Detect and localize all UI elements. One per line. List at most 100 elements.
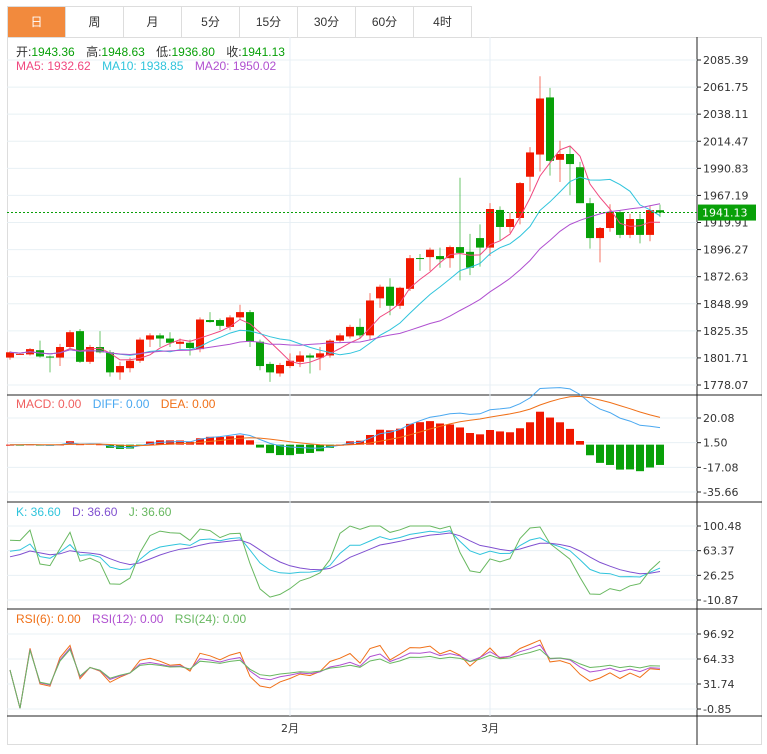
diff-line bbox=[9, 387, 661, 449]
price-tick-label: 2014.47 bbox=[703, 135, 749, 148]
kdj-tick-label: 26.25 bbox=[703, 569, 735, 582]
macd-bar bbox=[546, 417, 554, 445]
candle-up bbox=[506, 219, 514, 227]
macd-bar bbox=[596, 444, 604, 463]
candle-down bbox=[266, 363, 274, 373]
ohlc-legend: 开:1943.36 高:1948.63 低:1936.80 收:1941.13 bbox=[16, 43, 293, 60]
ma20-line bbox=[9, 203, 661, 356]
candle-down bbox=[546, 97, 554, 161]
candle-down bbox=[166, 338, 174, 343]
macd-bar bbox=[226, 436, 234, 445]
candle-up bbox=[146, 335, 154, 340]
candle-up bbox=[446, 247, 454, 259]
macd-tick-label: 20.08 bbox=[703, 412, 735, 425]
candle-up bbox=[486, 208, 494, 248]
candle-up bbox=[176, 341, 184, 344]
candle-down bbox=[156, 335, 164, 339]
candle-down bbox=[186, 342, 194, 349]
d-line bbox=[9, 532, 661, 575]
tab-3[interactable]: 5分 bbox=[182, 7, 240, 37]
macd-bar bbox=[516, 428, 524, 445]
macd-bar bbox=[526, 422, 534, 445]
tab-7[interactable]: 4时 bbox=[414, 7, 472, 37]
candle-up bbox=[326, 340, 334, 356]
candle-up bbox=[426, 249, 434, 258]
high-label: 高: bbox=[86, 45, 102, 59]
candle-down bbox=[96, 347, 104, 353]
macd-bar bbox=[256, 444, 264, 448]
candle-up bbox=[16, 353, 24, 355]
macd-tick-label: -17.08 bbox=[703, 461, 738, 474]
diff-value: DIFF: 0.00 bbox=[92, 397, 150, 411]
candle-down bbox=[106, 352, 114, 373]
close-value: 1941.13 bbox=[241, 45, 285, 59]
macd-tick-label: 1.50 bbox=[703, 437, 728, 450]
price-tick-label: 1778.07 bbox=[703, 379, 749, 392]
macd-bar bbox=[376, 429, 384, 445]
period-tabs: 日周月 5分 15分 30分 60分 4时 bbox=[7, 6, 472, 38]
ma20-value: MA20: 1950.02 bbox=[194, 59, 277, 73]
macd-bar bbox=[576, 441, 584, 445]
candle-up bbox=[6, 352, 14, 358]
candle-up bbox=[316, 353, 324, 358]
ma10-value: MA10: 1938.85 bbox=[102, 59, 184, 73]
macd-bar bbox=[476, 434, 484, 445]
rsi12-value: RSI(12): 0.00 bbox=[92, 612, 164, 626]
macd-bar bbox=[636, 444, 644, 472]
candle-down bbox=[656, 210, 664, 213]
macd-bar bbox=[236, 435, 244, 445]
candle-up bbox=[226, 317, 234, 327]
ma5-value: MA5: 1932.62 bbox=[16, 59, 91, 73]
macd-bar bbox=[276, 444, 284, 456]
price-tick-label: 1872.63 bbox=[703, 271, 749, 284]
rsi24-value: RSI(24): 0.00 bbox=[174, 612, 247, 626]
macd-bar bbox=[366, 434, 374, 445]
macd-bar bbox=[96, 444, 104, 446]
x-axis-label: 3月 bbox=[481, 722, 499, 735]
candle-down bbox=[496, 209, 504, 227]
candle-down bbox=[386, 286, 394, 306]
open-value: 1943.36 bbox=[31, 45, 75, 59]
candle-up bbox=[536, 98, 544, 155]
candle-down bbox=[586, 203, 594, 239]
candle-up bbox=[406, 258, 414, 289]
tab-0[interactable]: 日 bbox=[8, 7, 66, 37]
tab-1[interactable]: 周 bbox=[66, 7, 124, 37]
dea-line bbox=[10, 395, 661, 447]
candle-up bbox=[346, 326, 354, 337]
macd-bar bbox=[446, 424, 454, 445]
macd-bar bbox=[656, 444, 664, 465]
macd-bar bbox=[196, 438, 204, 445]
candle-down bbox=[466, 251, 474, 268]
candle-down bbox=[436, 256, 444, 260]
tab-5[interactable]: 30分 bbox=[298, 7, 356, 37]
macd-bar bbox=[416, 422, 424, 445]
low-label: 低: bbox=[156, 45, 172, 59]
macd-bar bbox=[496, 431, 504, 445]
macd-bar bbox=[426, 421, 434, 445]
candle-up bbox=[376, 286, 384, 299]
macd-value: MACD: 0.00 bbox=[16, 397, 82, 411]
tab-6[interactable]: 60分 bbox=[356, 7, 414, 37]
candle-up bbox=[366, 300, 374, 336]
macd-bar bbox=[466, 433, 474, 445]
macd-bar bbox=[606, 444, 614, 465]
macd-bar bbox=[296, 444, 304, 454]
tab-2[interactable]: 月 bbox=[124, 7, 182, 37]
candle-up bbox=[336, 335, 344, 341]
macd-bar bbox=[456, 427, 464, 445]
rsi-tick-label: -0.85 bbox=[703, 703, 731, 716]
price-tick-label: 1967.19 bbox=[703, 189, 749, 202]
macd-bar bbox=[246, 440, 254, 445]
tab-4[interactable]: 15分 bbox=[240, 7, 298, 37]
macd-bar bbox=[626, 444, 634, 470]
kdj-tick-label: 100.48 bbox=[703, 520, 742, 533]
macd-tick-label: -35.66 bbox=[703, 486, 738, 499]
kdj-tick-label: 63.37 bbox=[703, 545, 735, 558]
price-tick-label: 2061.75 bbox=[703, 81, 749, 94]
kdj-tick-label: -10.87 bbox=[703, 594, 738, 607]
macd-bar bbox=[616, 444, 624, 470]
candle-down bbox=[476, 238, 484, 248]
macd-bar bbox=[206, 436, 214, 445]
